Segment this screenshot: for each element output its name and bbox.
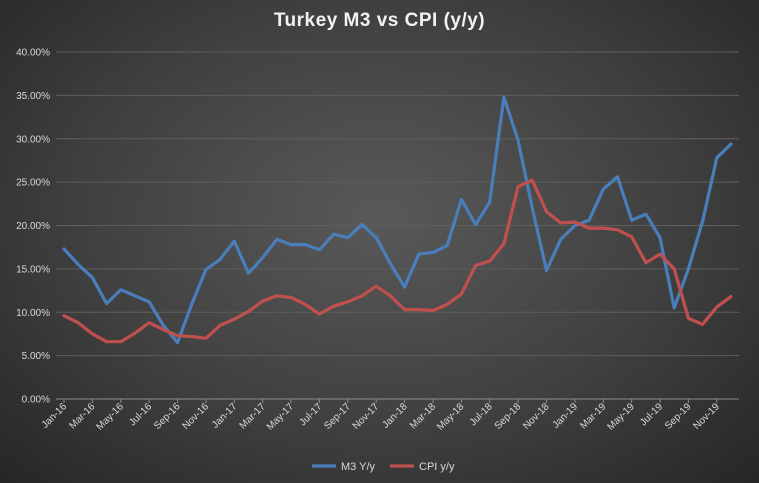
x-tick-label: Jul-17 [298, 401, 325, 428]
x-tick-label: Nov-19 [691, 401, 722, 432]
x-tick-label: Sep-18 [493, 401, 524, 432]
x-tick-label: Mar-16 [67, 401, 97, 431]
x-tick-label: Nov-17 [351, 401, 382, 432]
x-tick-label: May-17 [265, 401, 297, 433]
x-tick-label: May-18 [435, 401, 467, 433]
y-tick-label: 5.00% [22, 351, 50, 362]
series-line-cpi [62, 178, 733, 344]
y-tick-label: 10.00% [16, 308, 50, 319]
y-tick-label: 25.00% [16, 178, 50, 189]
x-tick-label: Jul-16 [127, 401, 154, 428]
x-tick-label: Mar-17 [238, 401, 268, 431]
chart-title: Turkey M3 vs CPI (y/y) [273, 10, 486, 31]
x-tick-label: Nov-16 [180, 401, 211, 432]
y-tick-label: 0.00% [22, 395, 50, 406]
series-line-m3 [62, 95, 733, 345]
x-tick-label: Sep-19 [663, 401, 694, 432]
y-tick-label: 35.00% [16, 91, 50, 102]
x-tick-label: Sep-16 [152, 401, 183, 432]
legend-label-cpi: CPI y/y [419, 461, 455, 473]
x-tick-label: Jan-19 [551, 401, 581, 431]
y-tick-label: 30.00% [16, 134, 50, 145]
y-tick-label: 40.00% [16, 48, 50, 59]
x-tick-label: Jan-18 [380, 401, 410, 431]
x-tick-label: Sep-17 [322, 401, 353, 432]
x-tick-label: Nov-18 [521, 401, 552, 432]
x-tick-label: Jul-18 [468, 401, 495, 428]
x-tick-label: May-16 [95, 401, 127, 433]
x-tick-label: Jul-19 [638, 401, 665, 428]
legend-label-m3: M3 Y/y [341, 461, 376, 473]
x-tick-label: Jan-17 [210, 401, 240, 431]
x-tick-label: Mar-19 [578, 401, 608, 431]
x-tick-label: May-19 [605, 401, 637, 433]
x-tick-label: Mar-18 [408, 401, 438, 431]
y-tick-label: 15.00% [16, 264, 50, 275]
y-tick-label: 20.00% [16, 221, 50, 232]
